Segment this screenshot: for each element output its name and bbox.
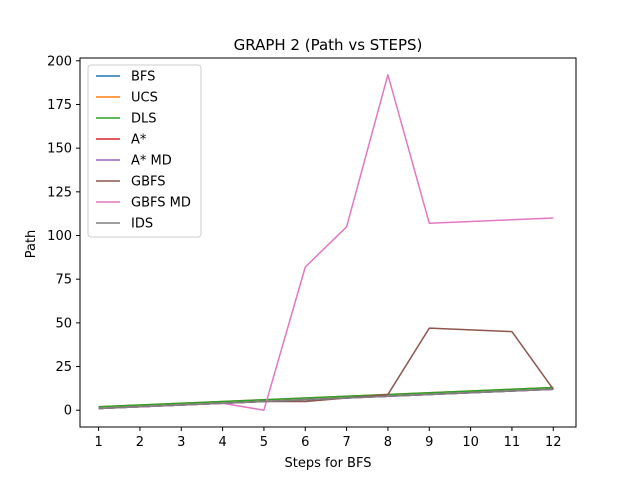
series-line-dls (98, 386, 554, 408)
x-tick-label: 8 (384, 435, 392, 450)
x-tick-label: 7 (342, 435, 350, 450)
y-tick-label: 75 (55, 273, 72, 288)
chart-title: GRAPH 2 (Path vs STEPS) (234, 36, 423, 54)
legend-label: A* (131, 133, 147, 148)
x-tick-label: 9 (425, 435, 433, 450)
y-tick-label: 50 (55, 316, 72, 331)
legend-box (87, 64, 202, 238)
legend-label: UCS (131, 91, 158, 106)
y-tick-label: 150 (47, 142, 72, 157)
x-tick-label: 1 (94, 435, 102, 450)
legend-label: GBFS (131, 175, 166, 190)
y-tick-label: 25 (55, 360, 72, 375)
x-tick-label: 4 (218, 435, 226, 450)
y-tick-label: 0 (64, 404, 72, 419)
legend-label: IDS (131, 217, 153, 232)
plot-frame (79, 57, 577, 428)
y-tick-label: 175 (47, 98, 72, 113)
x-tick-label: 2 (136, 435, 144, 450)
legend-label: DLS (131, 112, 157, 127)
x-axis-label: Steps for BFS (285, 456, 372, 471)
legend: BFS UCS DLS A* A* MD GBFS GBFS MD IDS (87, 64, 202, 238)
x-tick-label: 5 (260, 435, 268, 450)
y-tick-label: 100 (47, 229, 72, 244)
x-tick-label: 3 (177, 435, 185, 450)
y-tick-label: 200 (47, 54, 72, 69)
x-tick-label: 10 (462, 435, 479, 450)
x-tick-label: 11 (504, 435, 521, 450)
x-tick-label: 12 (545, 435, 562, 450)
series-line-ids (98, 388, 554, 410)
legend-label: GBFS MD (131, 196, 191, 211)
x-tick-label: 6 (301, 435, 309, 450)
legend-label: A* MD (131, 154, 172, 169)
y-axis-label: Path (24, 230, 39, 259)
y-tick-label: 125 (47, 185, 72, 200)
plot-area (98, 74, 554, 411)
legend-label: BFS (131, 70, 155, 85)
